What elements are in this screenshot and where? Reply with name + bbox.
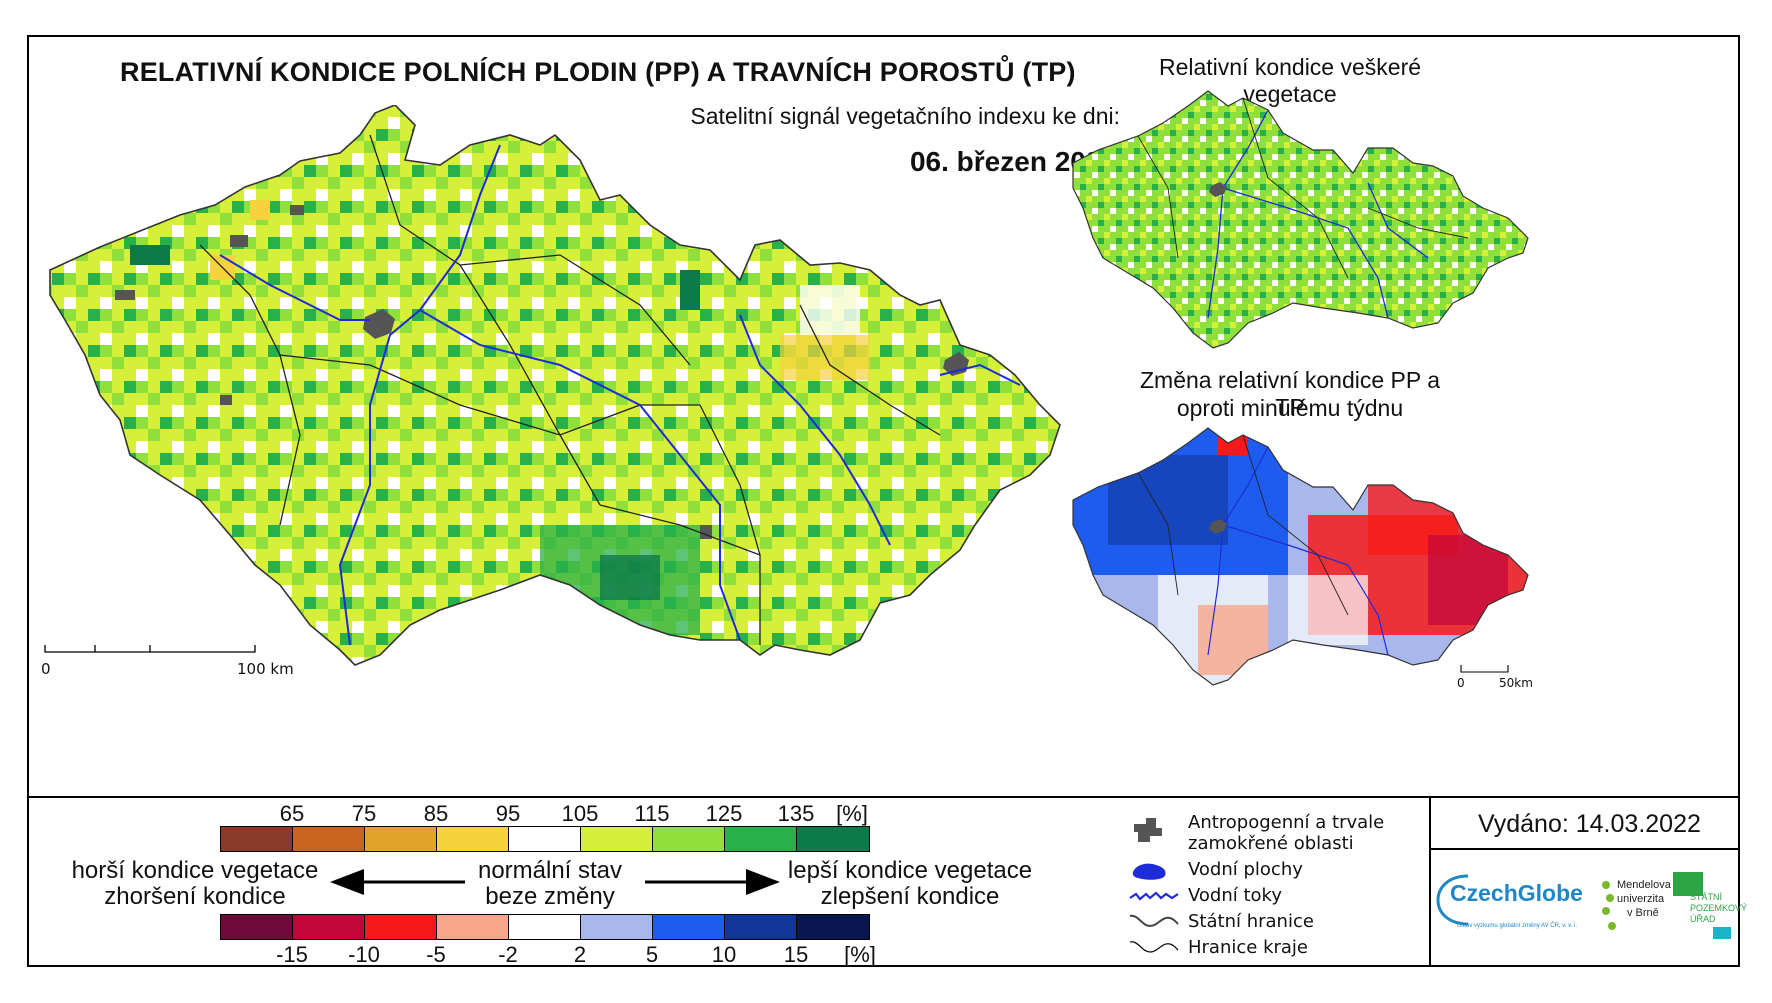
change-tick-label: 15: [783, 942, 809, 967]
mendel-line2: univerzita: [1617, 893, 1665, 905]
condition-swatch: [653, 827, 725, 851]
change-swatch: [653, 915, 725, 939]
spu-line1: STÁTNÍ: [1690, 892, 1723, 902]
condition-swatch: [581, 827, 653, 851]
spu-line3: ÚŘAD: [1690, 914, 1716, 924]
anthropogenic-label-line2: zamokřené oblasti: [1188, 833, 1354, 854]
condition-tick-label: 85: [423, 801, 449, 826]
condition-swatch: [437, 827, 509, 851]
inset-vegetation-map: [1072, 90, 1529, 349]
czechglobe-logo-subtitle: Ústav výzkumu globální změny AV ČR, v. v…: [1457, 923, 1578, 929]
mendel-logo-icon: [1602, 881, 1616, 930]
inset-change-title-line2: oproti minulému týdnu: [1176, 395, 1404, 421]
condition-swatch: [725, 827, 797, 851]
mendel-logo-text: Mendelova univerzita v Brně: [1617, 878, 1671, 920]
change-tick-label: -2: [498, 942, 518, 967]
change-swatch: [221, 915, 293, 939]
worse-label-line1: horší kondice vegetace: [71, 857, 319, 884]
main-condition-map: [44, 105, 1061, 666]
change-swatch: [581, 915, 653, 939]
condition-swatch: [797, 827, 869, 851]
condition-swatch: [365, 827, 437, 851]
change-tick-label: 10: [711, 942, 737, 967]
legend-divider: [27, 796, 1740, 798]
change-swatch: [293, 915, 365, 939]
better-label-line1: lepší kondice vegetace: [787, 857, 1033, 884]
scale-zero-label: 0: [41, 660, 51, 678]
better-label-line2: zlepšení kondice: [820, 883, 1000, 910]
change-tick-label: -10: [348, 942, 380, 967]
state-border-icon: [1129, 914, 1179, 928]
change-swatch: [437, 915, 509, 939]
left-arrow-icon: [330, 869, 465, 895]
inset-scale-zero-label: 0: [1457, 676, 1465, 690]
state-border-label: Státní hranice: [1188, 911, 1314, 932]
czechglobe-logo-icon: [1436, 874, 1469, 926]
condition-tick-label: 105: [561, 801, 599, 826]
change-swatch: [365, 915, 437, 939]
scale-max-label: 100 km: [237, 660, 294, 678]
change-colorbar: [220, 914, 870, 940]
condition-tick-label: 125: [705, 801, 743, 826]
condition-swatch: [293, 827, 365, 851]
right-arrow-icon: [645, 869, 780, 895]
inset-scale-max-label: 50km: [1499, 676, 1533, 690]
water-streams-label: Vodní toky: [1188, 885, 1282, 906]
legend-right-divider: [1429, 796, 1431, 967]
change-tick-label: 5: [645, 942, 659, 967]
condition-colorbar: [220, 826, 870, 852]
change-unit-label: [%]: [844, 942, 876, 967]
map-subtitle: Satelitní signál vegetačního indexu ke d…: [690, 103, 1120, 129]
change-swatch: [797, 915, 869, 939]
normal-label-line2: beze změny: [485, 883, 615, 910]
change-swatch: [509, 915, 581, 939]
condition-tick-label: 65: [279, 801, 305, 826]
spu-line2: POZEMKOVÝ: [1690, 903, 1748, 913]
condition-swatch: [221, 827, 293, 851]
water-body-icon: [1132, 863, 1166, 880]
region-border-icon: [1129, 941, 1179, 953]
issued-divider: [1429, 848, 1740, 850]
region-border-label: Hranice kraje: [1188, 937, 1308, 958]
inset-change-title-line1: Změna relativní kondice PP a TP: [1139, 367, 1440, 420]
change-tick-label: -5: [426, 942, 446, 967]
condition-tick-label: 115: [634, 801, 670, 826]
mendel-line1: Mendelova: [1617, 879, 1671, 891]
czechglobe-logo: CzechGlobe: [1450, 880, 1583, 906]
condition-tick-label: 135: [777, 801, 815, 826]
issued-date: Vydáno: 14.03.2022: [1478, 810, 1701, 838]
normal-label-line1: normální stav: [477, 857, 623, 884]
inset-change-map: [1072, 427, 1529, 686]
anthropogenic-area-icon: [1134, 818, 1162, 842]
worse-label-line2: zhoršení kondice: [104, 883, 286, 910]
map-title: RELATIVNÍ KONDICE POLNÍCH PLODIN (PP) A …: [120, 57, 1076, 87]
condition-swatch: [509, 827, 581, 851]
change-tick-label: -15: [276, 942, 308, 967]
change-tick-label: 2: [573, 942, 587, 967]
spu-logo-text: STÁTNÍ POZEMKOVÝ ÚŘAD: [1690, 892, 1747, 925]
condition-tick-label: 75: [351, 801, 377, 826]
change-swatch: [725, 915, 797, 939]
water-stream-icon: [1129, 891, 1179, 901]
inset-vegetation-title: Relativní kondice veškeré vegetace: [1158, 54, 1422, 107]
condition-tick-label: 95: [495, 801, 521, 826]
water-bodies-label: Vodní plochy: [1188, 859, 1303, 880]
mendel-line3: v Brně: [1627, 907, 1659, 919]
anthropogenic-label-line1: Antropogenní a trvale: [1188, 812, 1385, 833]
spu-logo-icon: [1673, 872, 1731, 939]
condition-unit-label: [%]: [836, 801, 868, 826]
